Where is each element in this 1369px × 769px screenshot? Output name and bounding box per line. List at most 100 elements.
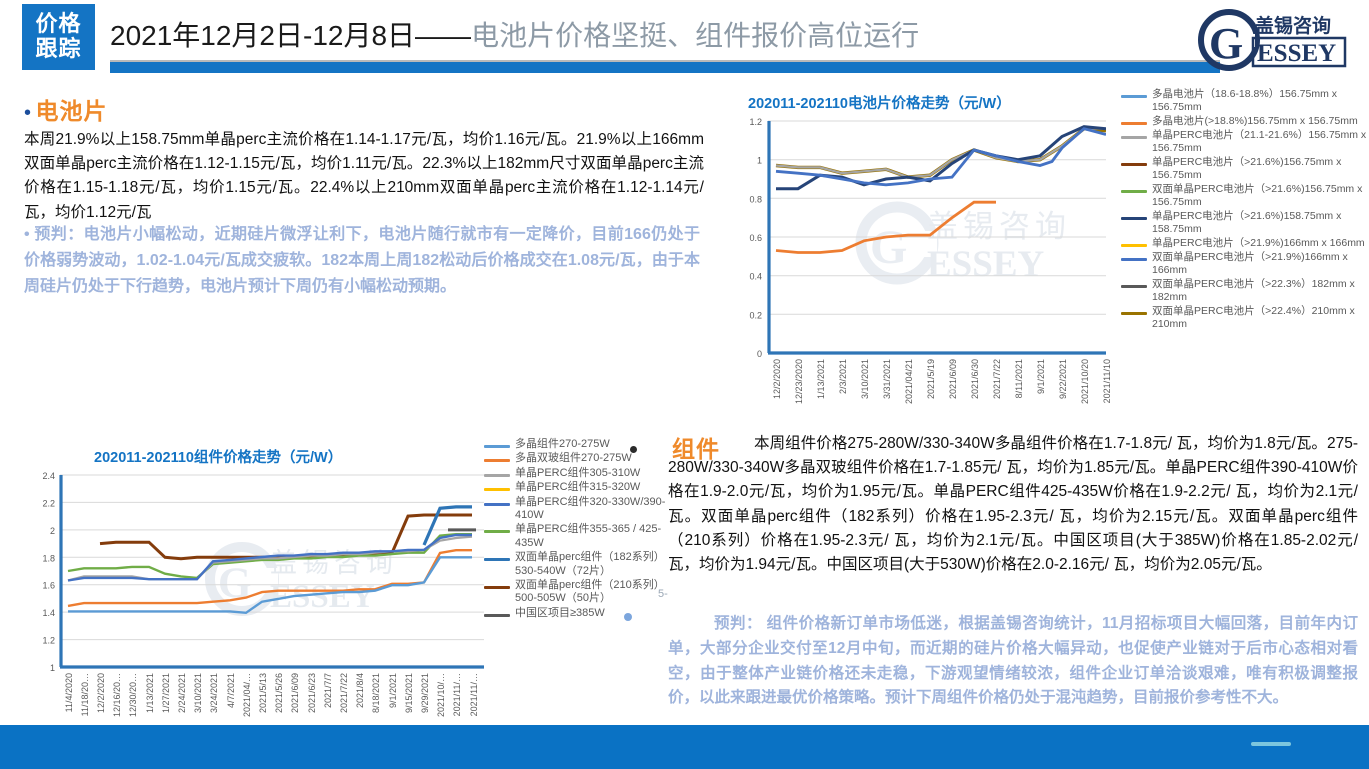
legend-swatch-icon (1121, 95, 1147, 98)
svg-text:9/29/2021: 9/29/2021 (420, 673, 430, 713)
svg-text:2021/6/23: 2021/6/23 (307, 673, 317, 713)
legend-swatch-icon (484, 613, 510, 617)
legend-swatch-icon (484, 502, 510, 506)
legend-item[interactable]: 双面单晶PERC电池片（>21.9%)166mm x 166mm (1121, 251, 1369, 277)
series-line-orange2 (67, 548, 472, 608)
logo-g-mark: G (1198, 9, 1260, 71)
svg-text:12/16/20…: 12/16/20… (112, 673, 122, 717)
svg-text:2021/7/22: 2021/7/22 (339, 673, 349, 713)
tag-line-1: 价格 (35, 11, 82, 37)
series-group (775, 125, 1106, 254)
module-price-chart-canvas: G 盖锡咨询 ESSEY 2.4 2.2 2 1.8 1.6 1.4 1. (42, 471, 484, 717)
legend-item[interactable]: 单晶PERC电池片（21.1-21.6%）156.75mm x 156.75mm (1121, 129, 1369, 155)
legend-swatch-icon (484, 473, 510, 477)
svg-text:3/10/2021: 3/10/2021 (860, 359, 870, 399)
x-axis-ticks: 12/2/2020 12/23/2020 1/13/2021 2/3/2021 … (772, 359, 1112, 404)
legend-item[interactable]: 多晶电池片（18.6-18.8%）156.75mm x 156.75mm (1121, 88, 1369, 114)
legend-item[interactable]: 双面单晶PERC电池片（>22.3%）182mm x 182mm (1121, 278, 1369, 304)
svg-text:3/10/2021: 3/10/2021 (193, 673, 203, 713)
series-line-blue (775, 127, 1106, 187)
legend-label: 双面单晶perc组件（210系列）500-505W（50片） (515, 579, 665, 605)
svg-text:11/4/2020: 11/4/2020 (64, 673, 74, 712)
svg-text:12/30/20…: 12/30/20… (128, 673, 138, 717)
legend-label: 单晶PERC组件305-310W (515, 466, 641, 479)
svg-text:4/7/2021: 4/7/2021 (226, 673, 236, 708)
legend-item[interactable]: 单晶PERC电池片（>21.6%)156.75mm x 156.75mm (1121, 156, 1369, 182)
legend-item[interactable]: 单晶PERC电池片（>21.9%)166mm x 166mm (1121, 237, 1369, 250)
svg-text:12/2/2020: 12/2/2020 (772, 359, 782, 399)
price-tracking-tag: 价格 跟踪 (22, 4, 95, 70)
legend-label: 单晶PERC组件315-320W (515, 481, 641, 494)
legend-swatch-icon (1121, 285, 1147, 289)
legend-item[interactable]: 中国区项目≥385W (484, 607, 666, 620)
tag-line-2: 跟踪 (35, 36, 82, 61)
series-group (67, 505, 476, 615)
legend-label: 多晶组件270-275W (515, 438, 610, 450)
svg-text:盖锡咨询: 盖锡咨询 (927, 209, 1071, 244)
legend-item[interactable]: 多晶双玻组件270-275W (484, 452, 666, 465)
svg-text:1.2: 1.2 (42, 636, 55, 646)
legend-item[interactable]: 双面单晶perc组件（182系列）530-540W（72片） (484, 551, 666, 578)
svg-text:2021/04/…: 2021/04/… (242, 673, 252, 717)
svg-text:1.2: 1.2 (749, 117, 762, 127)
legend-swatch-icon (1121, 136, 1147, 140)
cell-price-chart: 202011-202110电池片价格走势（元/W） G 盖锡咨询 ESSEY (722, 86, 1122, 406)
svg-text:3/31/2021: 3/31/2021 (882, 359, 892, 399)
cell-section-heading-row: • 电池片 (24, 92, 704, 126)
svg-text:1: 1 (757, 156, 762, 166)
svg-text:1/13/2021: 1/13/2021 (816, 359, 826, 399)
legend-label: 单晶PERC组件320-330W/390-410W (515, 495, 666, 522)
legend-item[interactable]: 多晶电池片(>18.8%)156.75mm x 156.75mm (1121, 115, 1369, 128)
svg-text:1/27/2021: 1/27/2021 (161, 673, 171, 713)
legend-item[interactable]: 双面单晶PERC电池片（>22.4%）210mm x 210mm (1121, 305, 1369, 331)
svg-text:9/15/2021: 9/15/2021 (404, 673, 414, 713)
legend-item[interactable]: 单晶PERC组件320-330W/390-410W (484, 496, 666, 523)
svg-text:0.2: 0.2 (749, 310, 762, 320)
header-rule (110, 62, 1220, 73)
legend-swatch-icon (484, 586, 510, 590)
svg-text:2021/6/09: 2021/6/09 (948, 359, 958, 399)
page-title-date: 2021年12月2日-12月8日—— (110, 20, 472, 51)
legend-item[interactable]: 单晶PERC组件305-310W (484, 467, 666, 480)
svg-text:0.4: 0.4 (749, 272, 762, 282)
legend-swatch-icon (1121, 217, 1147, 221)
legend-item[interactable]: 单晶PERC组件315-320W (484, 481, 666, 494)
legend-label: 双面单晶perc组件（182系列）530-540W（72片） (515, 551, 665, 577)
legend-item[interactable]: 单晶PERC组件355-365 / 425-435W (484, 523, 666, 550)
module-section-heading: 组件 (672, 436, 720, 462)
svg-text:2021/04/21: 2021/04/21 (904, 359, 914, 404)
legend-label: 单晶PERC电池片（>21.6%)156.75mm x 156.75mm (1152, 156, 1342, 182)
y-gridlines (768, 120, 1106, 315)
svg-text:2021/5/26: 2021/5/26 (274, 673, 284, 713)
y-axis-ticks: 2.4 2.2 2 1.8 1.6 1.4 1.2 1 (42, 471, 55, 673)
legend-label: 双面单晶PERC电池片（>21.6%)156.75mm x 156.75mm (1152, 183, 1363, 209)
module-section-body: 本周组件价格275-280W/330-340W多晶组件价格在1.7-1.8元/ … (668, 435, 1358, 573)
series-line-green (67, 532, 472, 580)
legend-item[interactable]: 双面单晶perc组件（210系列）500-505W（50片） (484, 579, 666, 606)
legend-swatch-icon (1121, 163, 1147, 167)
svg-text:8/11/2021: 8/11/2021 (1014, 359, 1024, 398)
legend-swatch-icon (484, 530, 510, 534)
cell-price-chart-title: 202011-202110电池片价格走势（元/W） (748, 96, 1011, 112)
legend-item[interactable]: 单晶PERC电池片（>21.6%)158.75mm x 158.75mm (1121, 210, 1369, 236)
svg-text:G: G (1209, 19, 1243, 68)
legend-item[interactable]: 多晶组件270-275W (484, 438, 666, 451)
svg-text:2021/8/4: 2021/8/4 (355, 673, 365, 708)
logo-essey-text: ESSEY (1257, 40, 1336, 67)
cell-section: • 电池片 本周21.9%以上158.75mm单晶perc主流价格在1.14-1… (24, 92, 704, 225)
svg-text:9/1/2021: 9/1/2021 (1036, 359, 1046, 394)
stray-dot-marker (630, 446, 637, 453)
footer-dash-decoration (1251, 742, 1291, 746)
legend-label: 单晶PERC电池片（>21.9%)166mm x 166mm (1152, 237, 1365, 250)
cell-section-forecast: • 预判：电池片小幅松动，近期硅片微浮让利下，电池片随行就市有一定降价，目前16… (24, 226, 700, 295)
svg-text:0.6: 0.6 (749, 233, 762, 243)
legend-swatch-icon (484, 558, 510, 562)
svg-text:2/3/2021: 2/3/2021 (838, 359, 848, 394)
legend-swatch-icon (484, 488, 510, 492)
legend-item[interactable]: 双面单晶PERC电池片（>21.6%)156.75mm x 156.75mm (1121, 183, 1369, 209)
svg-text:0.8: 0.8 (749, 194, 762, 204)
legend-label: 双面单晶PERC电池片（>22.3%）182mm x 182mm (1152, 278, 1355, 304)
svg-text:ESSEY: ESSEY (927, 244, 1045, 285)
svg-text:3/24/2021: 3/24/2021 (209, 673, 219, 713)
